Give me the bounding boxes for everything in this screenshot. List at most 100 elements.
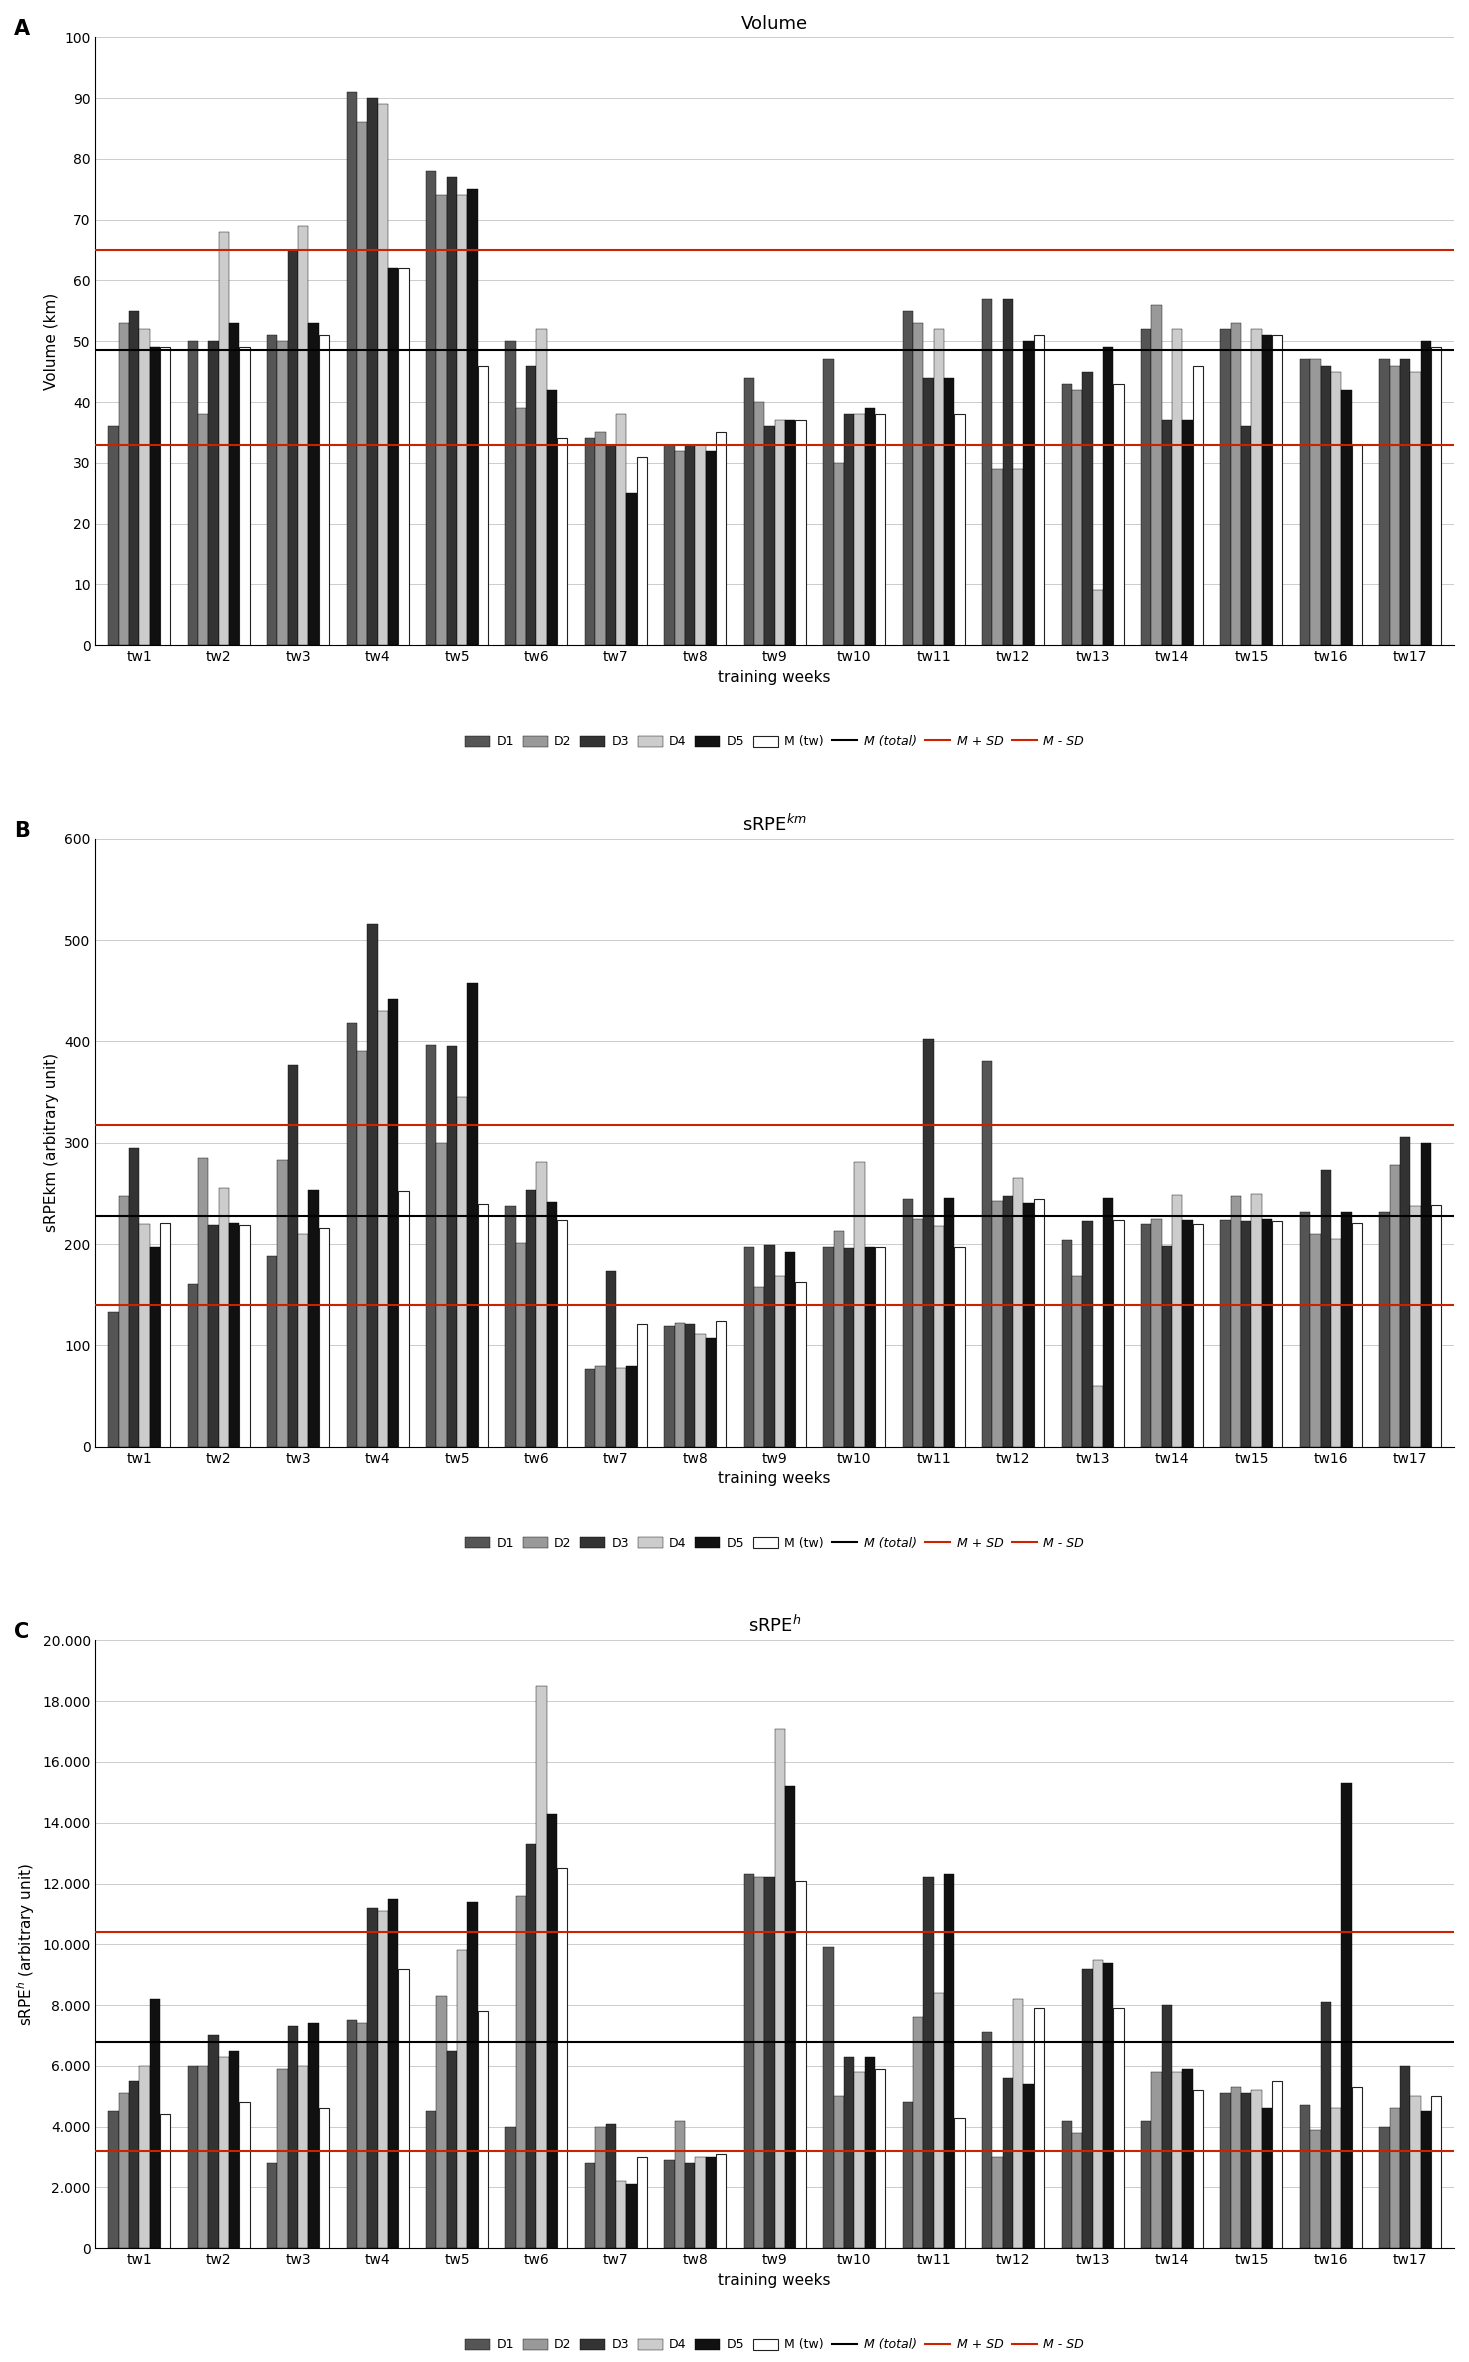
Bar xyxy=(1183,420,1193,645)
Bar xyxy=(477,366,488,645)
Bar xyxy=(1421,2112,1431,2249)
Bar xyxy=(378,1011,388,1446)
Bar xyxy=(626,1365,636,1446)
Bar xyxy=(1321,2003,1331,2249)
Bar xyxy=(1141,2121,1152,2249)
Bar xyxy=(1431,1205,1441,1446)
Bar xyxy=(1231,1198,1241,1446)
Y-axis label: sRPEkm (arbitrary unit): sRPEkm (arbitrary unit) xyxy=(44,1053,59,1233)
Bar xyxy=(1221,2093,1231,2249)
Bar xyxy=(795,420,805,645)
Bar xyxy=(229,324,239,645)
Bar xyxy=(436,196,447,645)
Bar xyxy=(426,1044,436,1446)
Bar xyxy=(557,1868,567,2249)
Bar xyxy=(743,1875,754,2249)
Bar xyxy=(398,1190,408,1446)
Bar xyxy=(1114,2008,1124,2249)
Bar xyxy=(1252,1195,1262,1446)
Bar xyxy=(823,359,833,645)
Bar xyxy=(664,444,674,645)
Bar xyxy=(823,1946,833,2249)
Bar xyxy=(447,2050,457,2249)
Bar xyxy=(955,1247,965,1446)
Bar xyxy=(140,1224,150,1446)
Bar xyxy=(876,2069,886,2249)
Bar xyxy=(1390,366,1400,645)
Bar xyxy=(955,413,965,645)
Bar xyxy=(595,1365,605,1446)
Bar xyxy=(1410,2095,1421,2249)
Bar xyxy=(754,1287,764,1446)
Bar xyxy=(1351,444,1362,645)
Bar xyxy=(664,1325,674,1446)
Bar xyxy=(1341,390,1351,645)
Bar xyxy=(1083,371,1093,645)
Bar xyxy=(1003,298,1014,645)
Bar xyxy=(467,983,477,1446)
Bar xyxy=(109,1311,119,1446)
Bar xyxy=(1321,1169,1331,1446)
Bar xyxy=(109,2112,119,2249)
Bar xyxy=(1351,1224,1362,1446)
Bar xyxy=(457,1951,467,2249)
Legend: D1, D2, D3, D4, D5, M (tw), M (total), M + SD, M - SD: D1, D2, D3, D4, D5, M (tw), M (total), M… xyxy=(460,1533,1089,1554)
Bar xyxy=(853,413,865,645)
Bar xyxy=(585,439,595,645)
Bar xyxy=(1241,2093,1252,2249)
Bar xyxy=(209,340,219,645)
Bar xyxy=(1141,1224,1152,1446)
Bar xyxy=(278,340,288,645)
Text: A: A xyxy=(15,19,29,40)
Bar xyxy=(1272,2081,1282,2249)
Bar xyxy=(308,324,319,645)
Bar xyxy=(715,432,726,645)
Bar xyxy=(1062,383,1072,645)
Bar xyxy=(536,1686,546,2249)
Bar xyxy=(319,2109,329,2249)
Bar xyxy=(436,1143,447,1446)
Bar xyxy=(1400,2067,1410,2249)
Bar xyxy=(505,1205,516,1446)
Bar xyxy=(945,378,955,645)
Bar xyxy=(288,250,298,645)
Bar xyxy=(347,1023,357,1446)
Bar xyxy=(695,1335,705,1446)
Bar xyxy=(585,1368,595,1446)
Bar xyxy=(1162,420,1172,645)
Bar xyxy=(198,2067,209,2249)
Bar xyxy=(188,340,198,645)
Bar xyxy=(843,2057,853,2249)
Bar xyxy=(288,1065,298,1446)
Bar xyxy=(833,463,843,645)
Bar xyxy=(1252,2090,1262,2249)
Bar xyxy=(477,2010,488,2249)
Bar xyxy=(1390,2109,1400,2249)
Bar xyxy=(685,1325,695,1446)
Bar xyxy=(1083,1221,1093,1446)
Bar xyxy=(626,494,636,645)
Bar xyxy=(876,1247,886,1446)
Bar xyxy=(1262,335,1272,645)
Bar xyxy=(1331,1240,1341,1446)
Legend: D1, D2, D3, D4, D5, M (tw), M (total), M + SD, M - SD: D1, D2, D3, D4, D5, M (tw), M (total), M… xyxy=(460,730,1089,753)
Bar xyxy=(636,1325,646,1446)
Bar xyxy=(784,420,795,645)
Bar xyxy=(616,2182,626,2249)
Bar xyxy=(357,2024,367,2249)
Bar xyxy=(934,1226,945,1446)
Bar xyxy=(1410,371,1421,645)
Bar xyxy=(436,1996,447,2249)
Bar xyxy=(467,1901,477,2249)
Bar xyxy=(934,328,945,645)
Bar xyxy=(1231,2088,1241,2249)
Bar xyxy=(150,1998,160,2249)
Bar xyxy=(1421,1143,1431,1446)
Bar xyxy=(626,2185,636,2249)
Bar xyxy=(467,189,477,645)
Bar xyxy=(774,1729,784,2249)
Bar xyxy=(526,366,536,645)
Bar xyxy=(1152,305,1162,645)
Bar xyxy=(674,2121,685,2249)
Bar xyxy=(219,2057,229,2249)
